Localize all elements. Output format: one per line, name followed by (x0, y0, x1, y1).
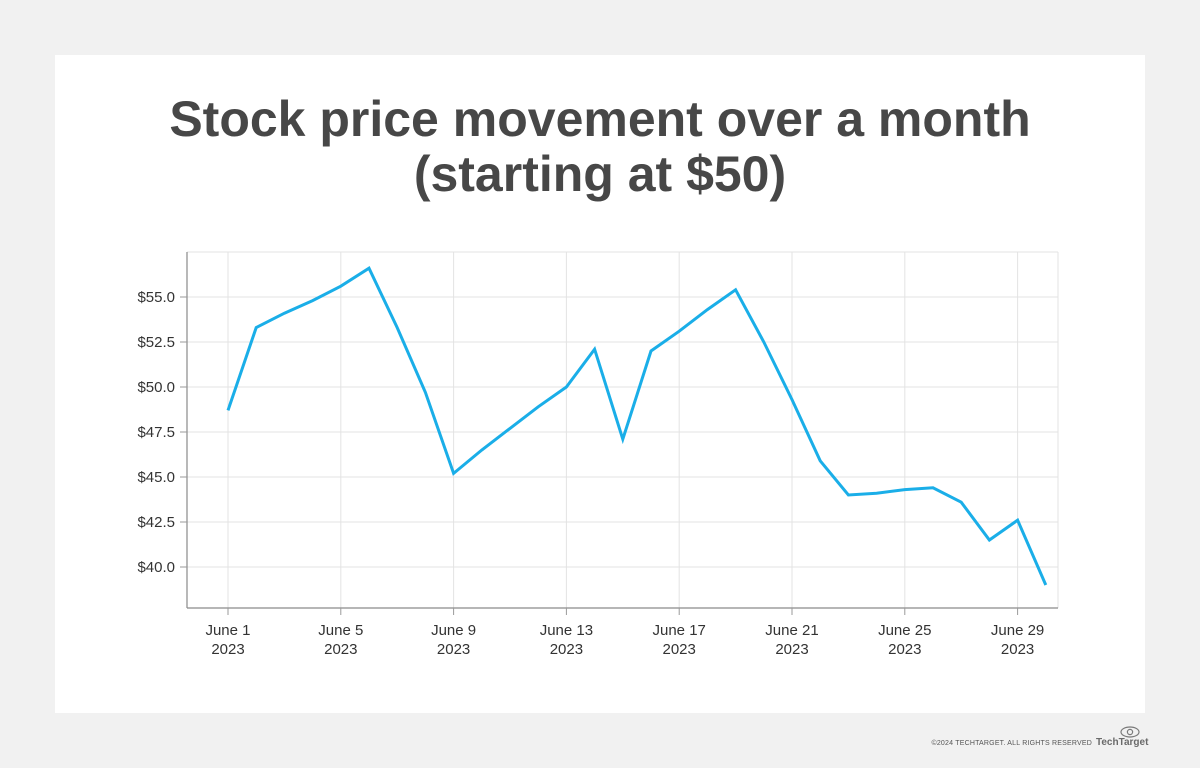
y-tick-label: $55.0 (137, 289, 175, 306)
eye-icon (1120, 726, 1140, 738)
data-point (255, 326, 258, 329)
grid-lines (187, 251, 1059, 608)
data-point (424, 391, 427, 394)
x-tick-label-year: 2023 (324, 641, 357, 658)
data-point (480, 449, 483, 452)
data-point (847, 494, 850, 497)
data-point (227, 409, 230, 412)
data-point (452, 472, 455, 475)
data-point (819, 459, 822, 462)
data-point (650, 350, 653, 353)
data-point (621, 438, 624, 441)
data-point (537, 405, 540, 408)
data-point (762, 341, 765, 344)
chart-title-line-1: Stock price movement over a month (169, 91, 1031, 147)
data-point (339, 285, 342, 288)
data-point (1044, 584, 1047, 587)
axes (186, 252, 1058, 609)
data-point (988, 539, 991, 542)
brand-name: TechTarget (1096, 737, 1149, 748)
x-tick-label-date: June 9 (431, 622, 476, 639)
x-tick-label-year: 2023 (550, 641, 583, 658)
x-tick-label-date: June 13 (540, 622, 593, 639)
data-point (509, 427, 512, 430)
data-point (734, 288, 737, 291)
data-point (791, 398, 794, 401)
chart-title: Stock price movement over a month (start… (55, 92, 1145, 202)
x-tick-label-year: 2023 (775, 641, 808, 658)
y-tick-label: $47.5 (137, 424, 175, 441)
x-tick-label-year: 2023 (437, 641, 470, 658)
data-point (593, 348, 596, 351)
data-point (903, 488, 906, 491)
x-tick-label-year: 2023 (1001, 641, 1034, 658)
data-point (1016, 519, 1019, 522)
data-point (283, 312, 286, 315)
copyright-notice: ©2024 TECHTARGET. ALL RIGHTS RESERVED (931, 740, 1092, 747)
data-point (565, 386, 568, 389)
x-tick-label-date: June 5 (318, 622, 363, 639)
chart-title-line-2: (starting at $50) (413, 146, 787, 202)
x-axis-ticks: June 1 2023 June 5 2023 June 9 2023 June 13 202… (205, 608, 1044, 658)
x-tick-label-year: 2023 (663, 641, 696, 658)
y-tick-label: $40.0 (137, 559, 175, 576)
y-axis-ticks: $40.0 $42.5 $45.0 $47.5 $50.0 $52.5 $55.0 (137, 289, 187, 576)
x-tick-label-date: June 1 (205, 622, 250, 639)
y-tick-label: $50.0 (137, 379, 175, 396)
data-point (875, 492, 878, 495)
data-point (311, 299, 314, 302)
x-tick-label-date: June 25 (878, 622, 931, 639)
series-line (226, 266, 1048, 586)
x-tick-label-year: 2023 (888, 641, 921, 658)
y-tick-label: $42.5 (137, 514, 175, 531)
data-point (932, 486, 935, 489)
x-tick-label-date: June 21 (765, 622, 818, 639)
y-tick-label: $52.5 (137, 334, 175, 351)
x-tick-label-date: June 29 (991, 622, 1044, 639)
brand-logo: TechTarget (1096, 726, 1149, 748)
y-tick-label: $45.0 (137, 469, 175, 486)
data-point (678, 330, 681, 333)
data-point (960, 501, 963, 504)
series-group (226, 266, 1048, 587)
x-tick-label-year: 2023 (211, 641, 244, 658)
x-tick-label-date: June 17 (653, 622, 706, 639)
data-point (706, 308, 709, 311)
data-point (396, 326, 399, 329)
data-point (368, 267, 371, 270)
